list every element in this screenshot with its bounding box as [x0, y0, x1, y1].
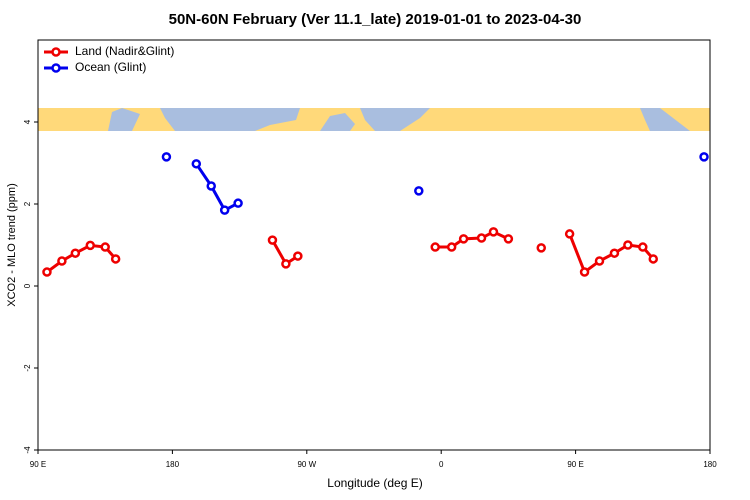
legend-label: Land (Nadir&Glint) — [75, 44, 174, 58]
x-tick-label: 90 E — [30, 460, 46, 469]
x-tick-label: 180 — [166, 460, 180, 469]
point — [70, 248, 81, 258]
point — [191, 159, 202, 169]
point — [488, 227, 499, 237]
point — [281, 259, 291, 269]
point — [42, 267, 52, 277]
y-tick-label: 4 — [23, 119, 32, 124]
y-tick-label: -4 — [23, 446, 32, 454]
plot-frame — [37, 39, 711, 451]
x-axis-label: Longitude (deg E) — [327, 476, 422, 490]
x-tick-label: 180 — [703, 460, 717, 469]
point — [594, 256, 605, 266]
point — [564, 229, 575, 239]
point — [57, 256, 67, 266]
x-tick-label: 90 W — [297, 460, 316, 469]
series-line — [196, 157, 704, 210]
point — [85, 240, 96, 251]
y-tick-label: -2 — [23, 364, 32, 372]
map-strip — [38, 108, 710, 131]
point — [638, 242, 648, 252]
x-tick-label: 90 E — [567, 460, 583, 469]
y-axis-label: XCO2 - MLO trend (ppm) — [6, 183, 18, 306]
y-tick-label: 2 — [23, 201, 32, 206]
point — [476, 233, 487, 243]
legend-label: Ocean (Glint) — [75, 60, 146, 74]
point — [267, 235, 278, 245]
point — [458, 234, 469, 244]
x-tick-label: 0 — [439, 460, 444, 469]
point — [446, 242, 457, 252]
point — [100, 242, 110, 252]
point — [623, 240, 633, 250]
point — [414, 186, 424, 196]
series-line — [46, 230, 655, 275]
point — [206, 181, 216, 191]
point — [293, 251, 303, 261]
point — [430, 242, 440, 252]
chart-title: 50N-60N February (Ver 11.1_late) 2019-01… — [169, 11, 582, 28]
point — [233, 198, 243, 208]
point — [579, 267, 590, 277]
legend-marker — [51, 47, 61, 57]
point — [503, 234, 514, 244]
point — [110, 254, 121, 264]
legend-marker — [51, 63, 61, 73]
point — [161, 152, 172, 162]
y-tick-label: 0 — [23, 283, 32, 288]
point — [609, 248, 620, 258]
point — [219, 205, 230, 215]
point — [648, 254, 659, 264]
point — [536, 243, 547, 253]
point — [699, 152, 709, 162]
